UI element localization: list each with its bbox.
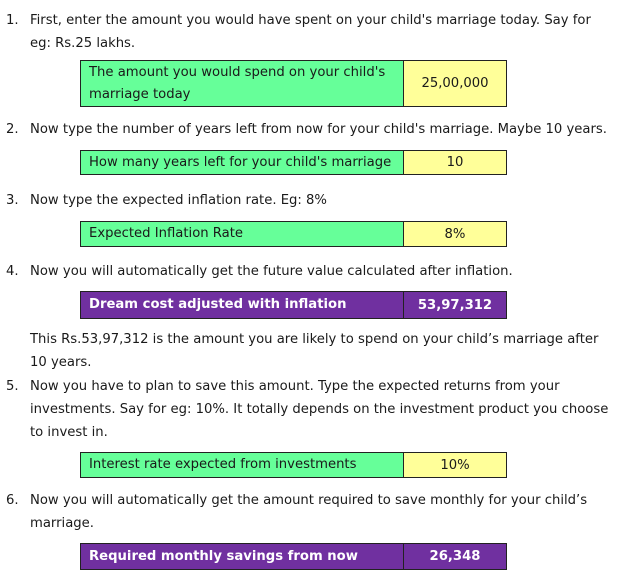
interest-label: Interest rate expected from investments (81, 453, 404, 477)
step-text: Now you will automatically get the futur… (30, 264, 513, 279)
monthly-savings-label: Required monthly savings from now (81, 544, 404, 569)
step-number: 5. (6, 379, 19, 394)
years-row: How many years left for your child's mar… (80, 150, 507, 175)
dream-cost-note: This Rs.53,97,312 is the amount you are … (30, 332, 599, 370)
amount-label: The amount you would spend on your child… (81, 61, 404, 106)
dream-cost-label: Dream cost adjusted with inflation (81, 292, 404, 318)
inflation-label: Expected Inflation Rate (81, 222, 404, 246)
step-text: Now you have to plan to save this amount… (30, 379, 609, 440)
amount-row: The amount you would spend on your child… (80, 60, 507, 107)
step-number: 6. (6, 493, 19, 508)
years-input[interactable]: 10 (404, 151, 506, 174)
interest-input[interactable]: 10% (404, 453, 506, 477)
step-number: 3. (6, 193, 19, 208)
step-text: Now you will automatically get the amoun… (30, 493, 588, 531)
dream-cost-row: Dream cost adjusted with inflation 53,97… (80, 291, 507, 319)
years-label: How many years left for your child's mar… (81, 151, 404, 174)
monthly-savings-value: 26,348 (404, 544, 506, 569)
dream-cost-value: 53,97,312 (404, 292, 506, 318)
step-number: 1. (6, 13, 19, 28)
amount-input[interactable]: 25,00,000 (404, 61, 506, 106)
step-text: Now type the number of years left from n… (30, 122, 607, 137)
inflation-row: Expected Inflation Rate 8% (80, 221, 507, 247)
monthly-savings-row: Required monthly savings from now 26,348 (80, 543, 507, 570)
interest-row: Interest rate expected from investments … (80, 452, 507, 478)
step-number: 2. (6, 122, 19, 137)
step-text: First, enter the amount you would have s… (30, 13, 591, 51)
step-number: 4. (6, 264, 19, 279)
inflation-input[interactable]: 8% (404, 222, 506, 246)
step-text: Now type the expected inflation rate. Eg… (30, 193, 327, 208)
